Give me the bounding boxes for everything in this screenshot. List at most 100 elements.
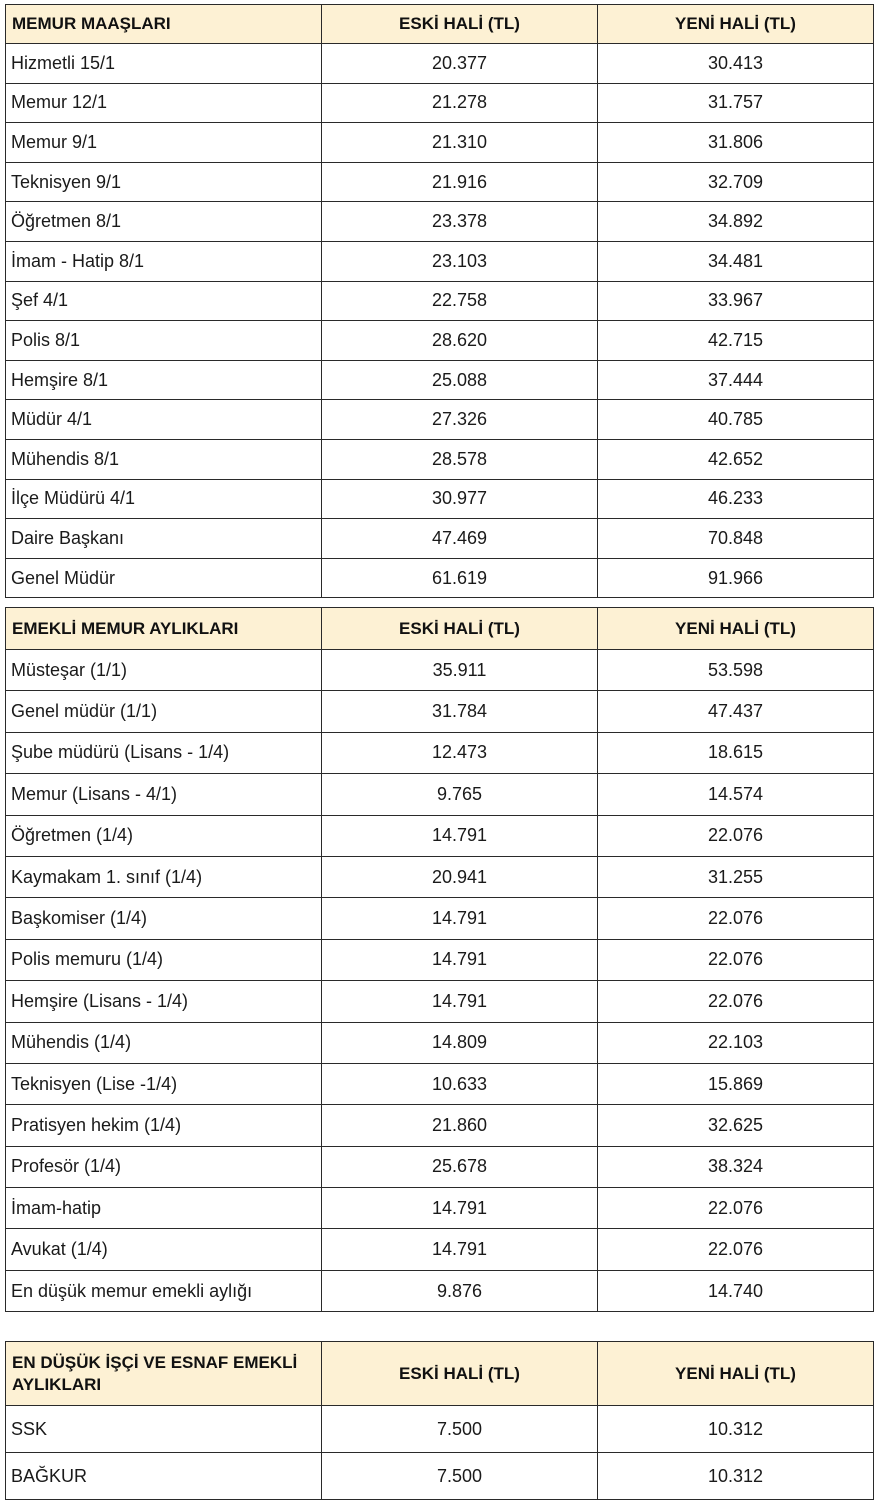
new-value-cell: 42.715 [597, 320, 874, 361]
position-cell: SSK [5, 1405, 322, 1453]
position-cell: Hemşire 8/1 [5, 359, 322, 401]
old-value-cell: 14.791 [321, 897, 598, 940]
new-value-cell: 32.625 [597, 1104, 874, 1147]
position-cell: Memur 12/1 [5, 82, 322, 124]
old-value-cell: 21.916 [321, 161, 598, 203]
table-row: Kaymakam 1. sınıf (1/4) 20.941 31.255 [5, 855, 874, 899]
table-title-header: MEMUR MAAŞLARI [5, 4, 322, 44]
new-value-cell: 22.076 [597, 1228, 874, 1271]
position-cell: Avukat (1/4) [5, 1228, 322, 1271]
new-value-cell: 22.103 [597, 1021, 874, 1064]
position-cell: Daire Başkanı [5, 518, 322, 559]
position-cell: Genel müdür (1/1) [5, 690, 322, 733]
position-cell: Müsteşar (1/1) [5, 648, 322, 692]
old-value-cell: 14.809 [321, 1021, 598, 1064]
new-value-cell: 38.324 [597, 1145, 874, 1189]
old-value-cell: 21.860 [321, 1104, 598, 1147]
table-row: Mühendis (1/4) 14.809 22.103 [5, 1021, 874, 1064]
position-cell: İlçe Müdürü 4/1 [5, 478, 322, 520]
new-value-cell: 22.076 [597, 814, 874, 857]
old-value-cell: 9.765 [321, 773, 598, 816]
old-value-cell: 23.378 [321, 201, 598, 242]
position-cell: BAĞKUR [5, 1452, 322, 1500]
new-value-cell: 34.481 [597, 240, 874, 282]
new-value-cell: 31.757 [597, 82, 874, 124]
memur-maaslari-table: MEMUR MAAŞLARI ESKİ HALİ (TL) YENİ HALİ (T… [5, 4, 874, 599]
table-row: Polis 8/1 28.620 42.715 [5, 320, 874, 361]
table-row: Daire Başkanı 47.469 70.848 [5, 518, 874, 559]
position-cell: Başkomiser (1/4) [5, 897, 322, 940]
old-value-cell: 61.619 [321, 557, 598, 599]
old-value-cell: 31.784 [321, 690, 598, 733]
position-cell: Teknisyen 9/1 [5, 161, 322, 203]
new-value-cell: 30.413 [597, 43, 874, 84]
position-cell: Şube müdürü (Lisans - 1/4) [5, 731, 322, 775]
table-row: Hemşire (Lisans - 1/4) 14.791 22.076 [5, 980, 874, 1023]
header-row: EN DÜŞÜK İŞÇİ VE ESNAF EMEKLİ AYLIKLARI E… [5, 1341, 874, 1406]
old-value-cell: 7.500 [321, 1452, 598, 1500]
new-value-cell: 47.437 [597, 690, 874, 733]
table-row: Memur (Lisans - 4/1) 9.765 14.574 [5, 773, 874, 816]
table-row: Memur 12/1 21.278 31.757 [5, 82, 874, 124]
new-value-cell: 10.312 [597, 1452, 874, 1500]
table-row: Pratisyen hekim (1/4) 21.860 32.625 [5, 1104, 874, 1147]
old-value-cell: 28.578 [321, 438, 598, 480]
new-value-cell: 40.785 [597, 399, 874, 440]
table-row: İlçe Müdürü 4/1 30.977 46.233 [5, 478, 874, 520]
new-value-cell: 37.444 [597, 359, 874, 401]
yeni-hali-header: YENİ HALİ (TL) [597, 1341, 874, 1406]
table-row: En düşük memur emekli aylığı 9.876 14.740 [5, 1269, 874, 1313]
old-value-cell: 14.791 [321, 938, 598, 982]
table-row: BAĞKUR 7.500 10.312 [5, 1452, 874, 1500]
old-value-cell: 21.310 [321, 122, 598, 163]
table-row: Polis memuru (1/4) 14.791 22.076 [5, 938, 874, 982]
old-value-cell: 25.678 [321, 1145, 598, 1189]
table-body: EMEKLİ MEMUR AYLIKLARI ESKİ HALİ (TL) YENİ… [5, 607, 874, 1313]
table-title-header: EMEKLİ MEMUR AYLIKLARI [5, 607, 322, 650]
new-value-cell: 31.806 [597, 122, 874, 163]
table-row: SSK 7.500 10.312 [5, 1405, 874, 1453]
old-value-cell: 30.977 [321, 478, 598, 520]
new-value-cell: 53.598 [597, 648, 874, 692]
old-value-cell: 20.941 [321, 855, 598, 899]
new-value-cell: 70.848 [597, 518, 874, 559]
table-row: Genel müdür (1/1) 31.784 47.437 [5, 690, 874, 733]
table-row: Profesör (1/4) 25.678 38.324 [5, 1145, 874, 1189]
position-cell: Mühendis (1/4) [5, 1021, 322, 1064]
emekli-memur-aylıklari-table: EMEKLİ MEMUR AYLIKLARI ESKİ HALİ (TL) YENİ… [5, 607, 874, 1313]
position-cell: Memur 9/1 [5, 122, 322, 163]
table-row: Şube müdürü (Lisans - 1/4) 12.473 18.615 [5, 731, 874, 775]
table-row: Genel Müdür 61.619 91.966 [5, 557, 874, 599]
yeni-hali-header: YENİ HALİ (TL) [597, 607, 874, 650]
table-row: Mühendis 8/1 28.578 42.652 [5, 438, 874, 480]
table-row: Müdür 4/1 27.326 40.785 [5, 399, 874, 440]
old-value-cell: 7.500 [321, 1405, 598, 1453]
old-value-cell: 25.088 [321, 359, 598, 401]
new-value-cell: 14.740 [597, 1269, 874, 1313]
new-value-cell: 46.233 [597, 478, 874, 520]
new-value-cell: 22.076 [597, 1187, 874, 1230]
old-value-cell: 12.473 [321, 731, 598, 775]
position-cell: Öğretmen 8/1 [5, 201, 322, 242]
table-row: İmam - Hatip 8/1 23.103 34.481 [5, 240, 874, 282]
old-value-cell: 10.633 [321, 1062, 598, 1106]
table-row: Teknisyen (Lise -1/4) 10.633 15.869 [5, 1062, 874, 1106]
position-cell: Hemşire (Lisans - 1/4) [5, 980, 322, 1023]
table-row: Müsteşar (1/1) 35.911 53.598 [5, 648, 874, 692]
header-row: EMEKLİ MEMUR AYLIKLARI ESKİ HALİ (TL) YENİ… [5, 607, 874, 650]
old-value-cell: 22.758 [321, 280, 598, 322]
table-row: Öğretmen 8/1 23.378 34.892 [5, 201, 874, 242]
position-cell: Müdür 4/1 [5, 399, 322, 440]
new-value-cell: 15.869 [597, 1062, 874, 1106]
old-value-cell: 14.791 [321, 1228, 598, 1271]
table-body: EN DÜŞÜK İŞÇİ VE ESNAF EMEKLİ AYLIKLARI E… [5, 1341, 874, 1500]
old-value-cell: 47.469 [321, 518, 598, 559]
old-value-cell: 27.326 [321, 399, 598, 440]
position-cell: Kaymakam 1. sınıf (1/4) [5, 855, 322, 899]
position-cell: Polis memuru (1/4) [5, 938, 322, 982]
position-cell: Memur (Lisans - 4/1) [5, 773, 322, 816]
table-row: Şef 4/1 22.758 33.967 [5, 280, 874, 322]
new-value-cell: 32.709 [597, 161, 874, 203]
position-cell: İmam - Hatip 8/1 [5, 240, 322, 282]
position-cell: Öğretmen (1/4) [5, 814, 322, 857]
